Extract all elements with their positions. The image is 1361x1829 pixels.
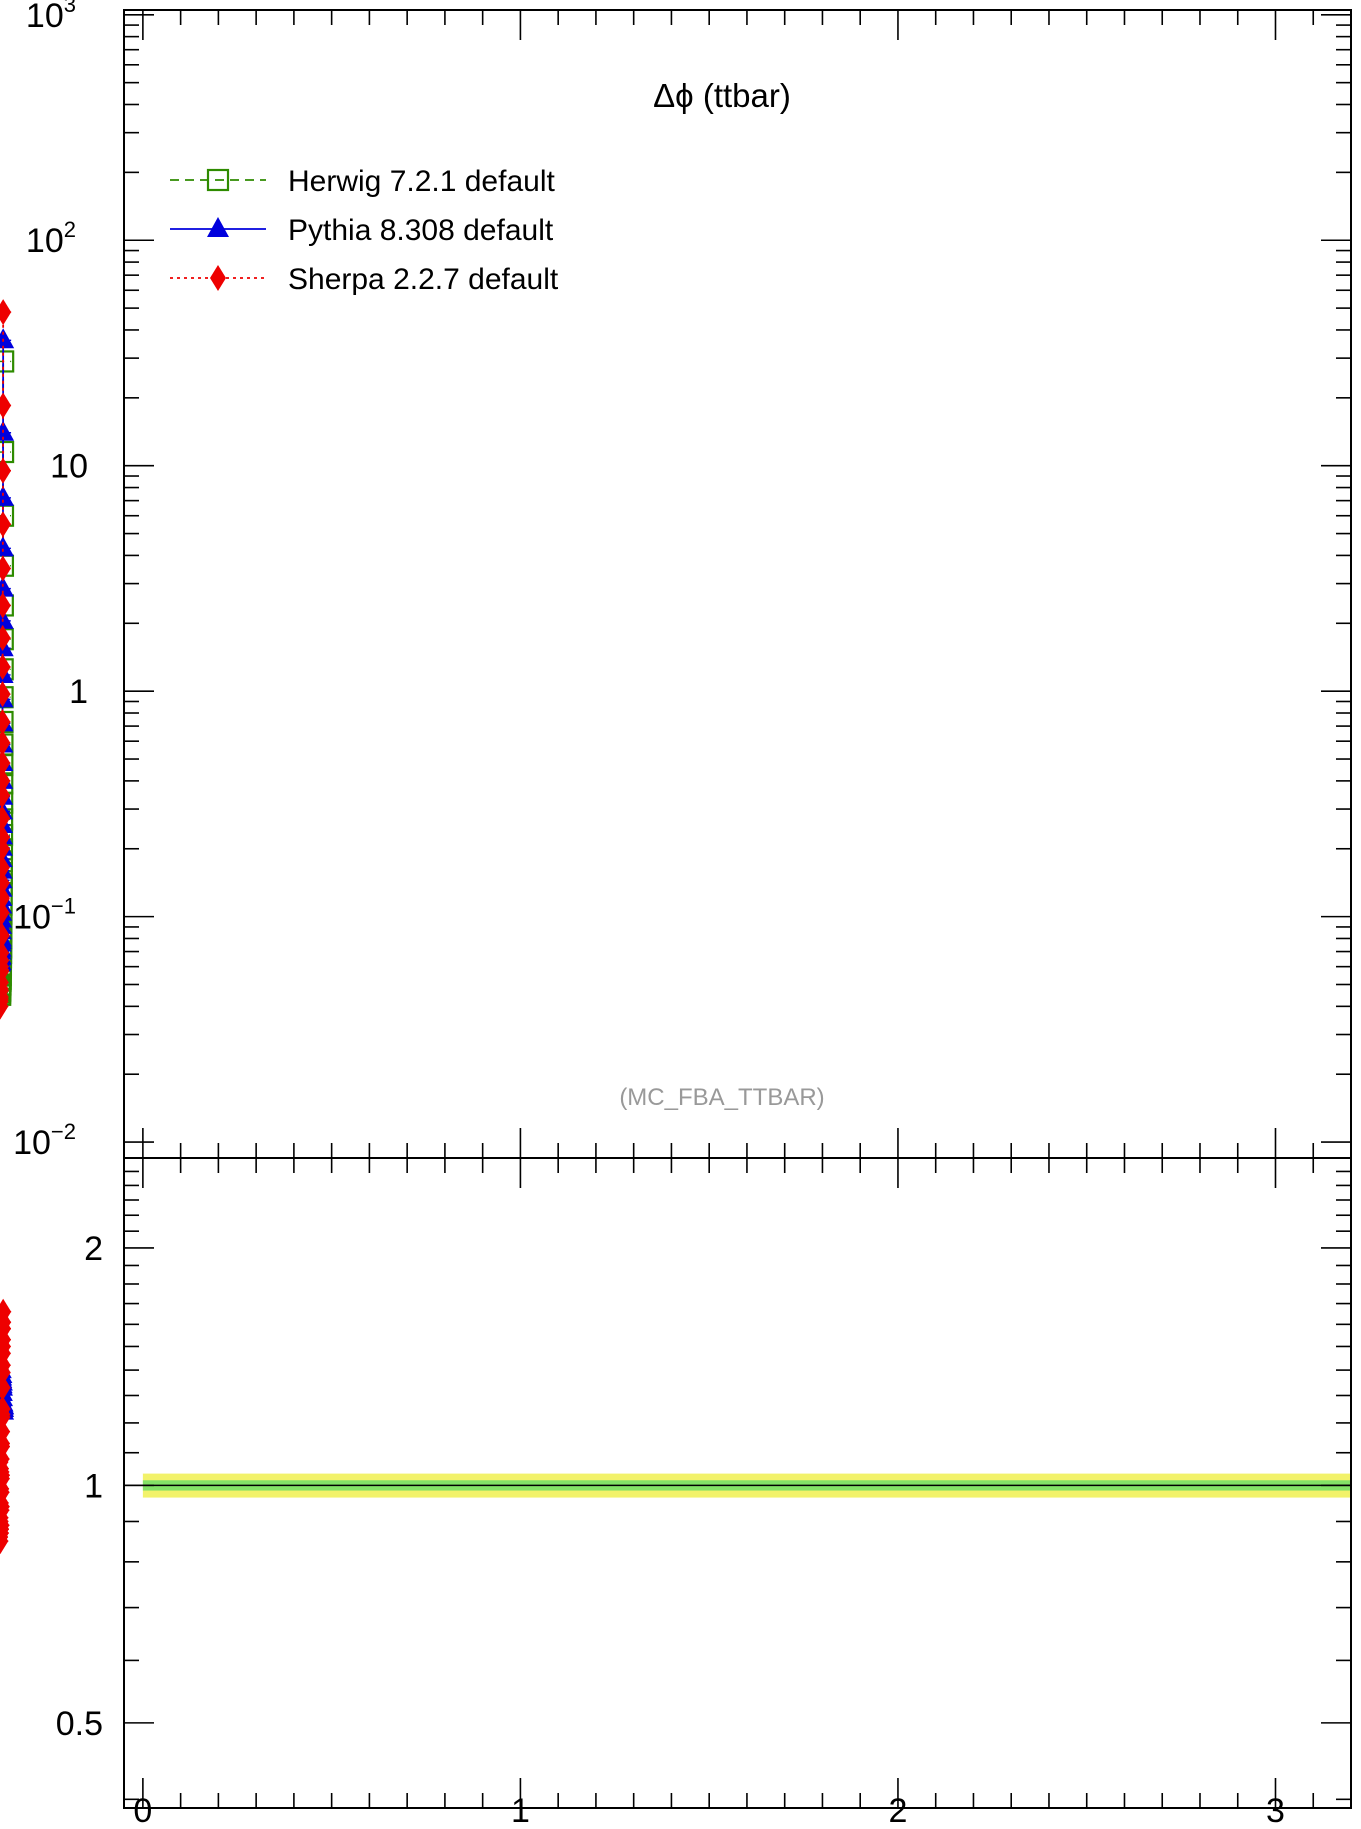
sherpa-point [0,1462,10,1489]
pythia-point [0,420,15,441]
sherpa-point [0,299,12,326]
x-tick-label: 1 [511,1792,530,1829]
sherpa-point [0,977,9,1004]
sherpa-point [0,1395,11,1422]
ratio-band-layer [124,1473,1351,1498]
y-tick-label: 2 [84,1230,103,1268]
sherpa-point [0,653,11,680]
sherpa-point [0,708,11,735]
legend-label-pythia: Pythia 8.308 default [288,214,554,247]
ratio-axis-layer: 0.5 1 2 0 1 2 3 [56,1158,1351,1829]
y-tick-label: 10 [50,448,88,486]
sherpa-point [0,1512,10,1539]
sherpa-point [0,1493,10,1520]
main-chart-title: Δϕ (ttbar) [653,77,791,114]
ratio-series-layer [0,1298,15,1555]
legend-entry-herwig: Herwig 7.2.1 default [170,165,555,198]
sherpa-series [0,299,12,1020]
legend-entry-sherpa: Sherpa 2.2.7 default [170,263,559,296]
sherpa-point [0,457,11,484]
sherpa-point [0,947,10,974]
sherpa-point [0,555,11,582]
sherpa-point [0,805,11,832]
sherpa-point [0,750,11,777]
sherpa-point [0,854,10,881]
sherpa-point [0,592,11,619]
sherpa-point [0,511,11,538]
main-series-layer [0,299,15,1020]
legend-marker-sherpa [210,265,226,291]
legend-entry-pythia: Pythia 8.308 default [170,214,554,247]
sherpa-point [0,392,12,419]
sherpa-point [0,921,10,948]
y-tick-label: 0.5 [56,1705,103,1743]
legend-label-sherpa: Sherpa 2.2.7 default [288,263,559,296]
analysis-watermark: (MC_FBA_TTBAR) [619,1084,824,1111]
legend-label-herwig: Herwig 7.2.1 default [288,165,555,198]
sherpa-point [0,824,10,851]
ratio-plot-frame [123,1157,1352,1809]
legend-marker-pythia [207,217,229,237]
x-tick-label: 0 [133,1792,152,1829]
ratio-panel: 0.5 1 2 0 1 2 3 [0,1157,1352,1829]
legend: Herwig 7.2.1 default Pythia 8.308 default… [170,165,559,296]
y-tick-label: 1 [69,673,88,711]
sherpa-point [0,681,11,708]
sherpa-point [0,1298,12,1325]
sherpa-point [0,729,11,756]
legend-marker-herwig [206,168,230,192]
x-tick-label: 2 [888,1792,907,1829]
sherpa-point [0,625,11,652]
y-tick-label: 1 [84,1467,103,1505]
sherpa-series [0,1298,12,1555]
x-tick-label: 3 [1266,1792,1285,1829]
